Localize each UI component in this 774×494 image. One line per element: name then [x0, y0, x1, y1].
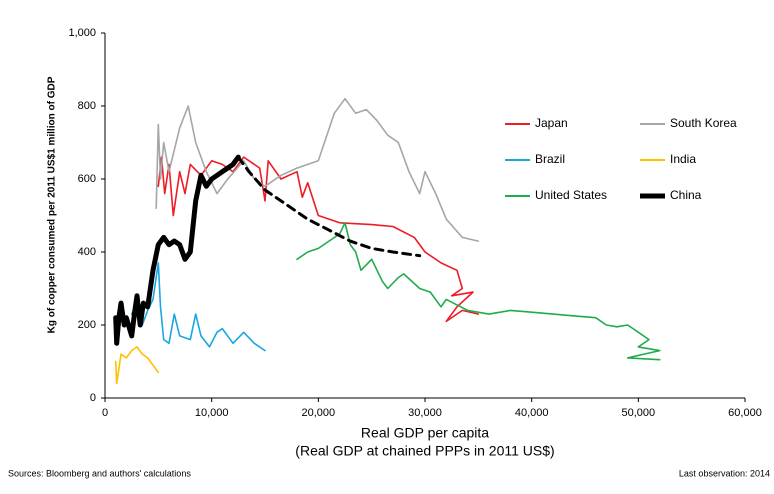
source-note: Sources: Bloomberg and authors' calculat… [8, 468, 191, 478]
y-tick-label: 800 [78, 100, 96, 112]
series-line [155, 97, 480, 242]
series-line [296, 222, 661, 361]
series-line [113, 154, 241, 346]
projection-line [236, 155, 422, 258]
y-tick-label: 1,000 [68, 27, 96, 39]
x-axis-title: Real GDP per capita [361, 425, 489, 441]
legend-label: South Korea [670, 116, 737, 130]
x-tick-label: 40,000 [515, 407, 549, 419]
x-tick-label: 50,000 [622, 407, 656, 419]
x-tick-label: 30,000 [408, 407, 442, 419]
y-axis-title: Kg of copper consumed per 2011 US$1 mill… [47, 76, 58, 333]
legend-label: Japan [535, 116, 568, 130]
y-tick-label: 200 [78, 319, 96, 331]
legend-label: United States [535, 188, 607, 202]
y-tick-label: 600 [78, 173, 96, 185]
legend-label: Brazil [535, 152, 565, 166]
last-observation-note: Last observation: 2014 [679, 468, 770, 478]
x-tick-label: 10,000 [195, 407, 229, 419]
x-tick-label: 60,000 [728, 407, 762, 419]
x-tick-label: 0 [102, 407, 108, 419]
y-tick-label: 0 [90, 392, 96, 404]
series-line [114, 346, 160, 385]
x-axis-subtitle: (Real GDP at chained PPPs in 2011 US$) [295, 443, 554, 459]
legend-label: India [670, 152, 696, 166]
x-tick-label: 20,000 [302, 407, 336, 419]
legend-label: China [670, 188, 702, 202]
y-tick-label: 400 [78, 246, 96, 258]
series-line [157, 156, 480, 323]
